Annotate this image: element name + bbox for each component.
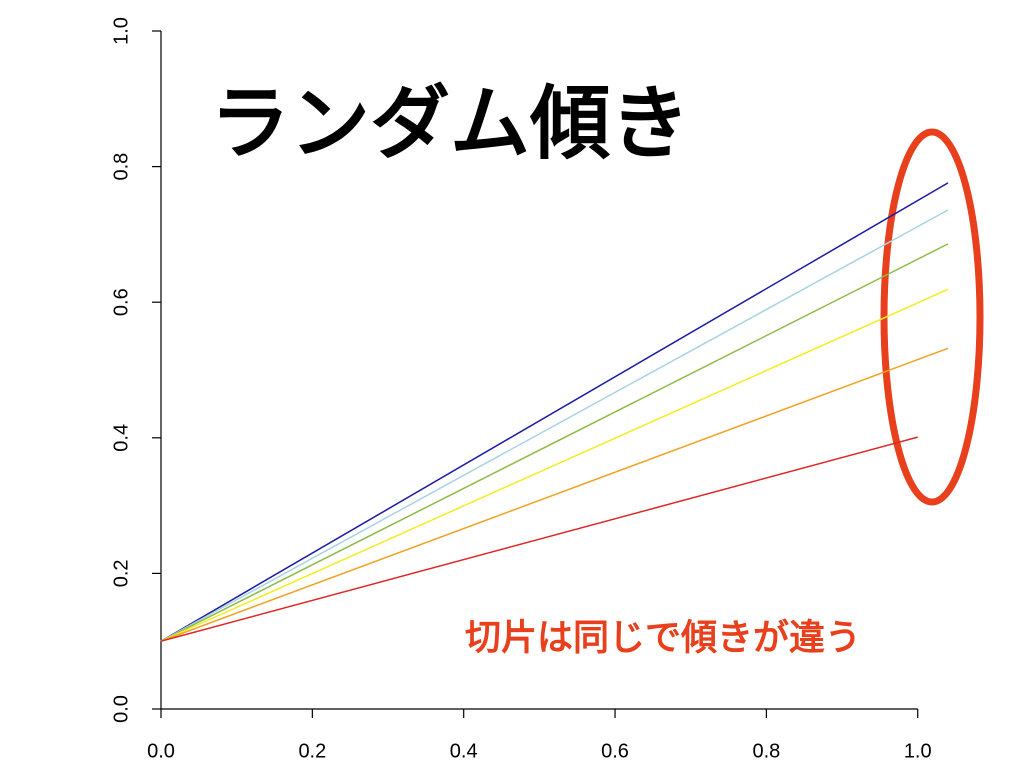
line [160,182,949,642]
x-tick-label: 0.0 [147,740,175,762]
y-tick-label: 0.4 [110,424,132,452]
line [160,436,918,642]
x-tick-label: 0.8 [752,740,780,762]
chart-title: ランダム傾き [210,79,690,168]
line [160,243,949,642]
annotation: 切片は同じで傾きが違う [465,617,861,658]
highlight-ellipse [880,128,984,506]
y-tick-label: 0.6 [110,288,132,316]
y-tick-label: 0.8 [110,153,132,181]
y-tick-label: 0.2 [110,559,132,587]
line [160,347,949,642]
x-tick-label: 0.6 [601,740,629,762]
x-tick-label: 0.2 [298,740,326,762]
line [160,209,949,642]
x-tick-label: 1.0 [904,740,932,762]
y-tick-label: 1.0 [110,17,132,45]
y-tick-label: 0.0 [110,695,132,723]
line [160,288,949,642]
x-tick-label: 0.4 [450,740,478,762]
